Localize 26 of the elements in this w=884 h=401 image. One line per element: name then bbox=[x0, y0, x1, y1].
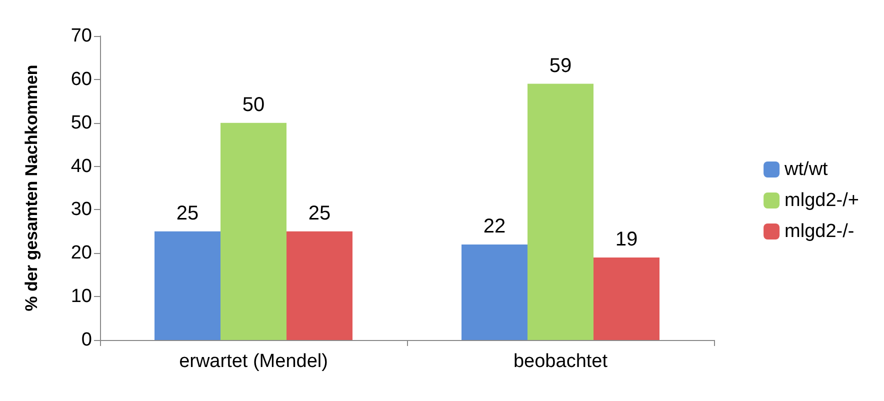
y-tick-label: 60 bbox=[70, 68, 92, 90]
data-label: 19 bbox=[615, 228, 638, 250]
bar bbox=[594, 257, 660, 340]
y-tick-label: 30 bbox=[70, 199, 92, 220]
y-tick-label: 20 bbox=[70, 242, 92, 264]
bar bbox=[528, 84, 594, 340]
x-tick-label: beobachtet bbox=[513, 351, 608, 372]
data-label: 59 bbox=[549, 54, 572, 77]
legend-label: wt/wt bbox=[784, 159, 829, 180]
y-axis-title: % der gesamten Nachkommen bbox=[22, 64, 41, 312]
data-label: 22 bbox=[483, 215, 506, 238]
y-tick-label: 50 bbox=[70, 112, 92, 134]
y-tick-label: 0 bbox=[81, 330, 92, 350]
data-label: 25 bbox=[308, 202, 331, 224]
y-tick-label: 70 bbox=[70, 26, 92, 46]
bar bbox=[220, 122, 286, 340]
bar bbox=[462, 244, 528, 340]
data-label: 50 bbox=[242, 94, 265, 116]
legend-label: mlgd2-/+ bbox=[784, 190, 859, 211]
x-tick-label: erwartet (Mendel) bbox=[179, 351, 328, 372]
y-tick-label: 10 bbox=[70, 286, 92, 308]
bar bbox=[286, 231, 352, 340]
bar bbox=[154, 231, 220, 340]
data-label: 25 bbox=[176, 202, 199, 224]
y-tick-label: 40 bbox=[70, 156, 92, 177]
legend-label: mlgd2-/- bbox=[784, 221, 854, 242]
